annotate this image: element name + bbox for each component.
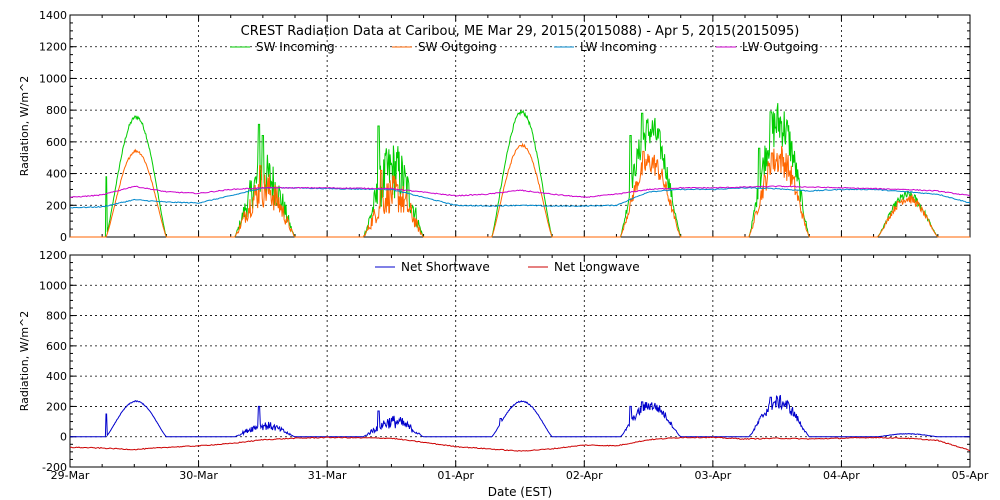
- panel1-ytick-label: 400: [46, 168, 67, 181]
- panel1-ytick-label: 1400: [39, 9, 67, 22]
- chart-title: CREST Radiation Data at Caribou, ME Mar …: [241, 24, 800, 39]
- panel2-ytick-label: 400: [46, 370, 67, 383]
- panel2-ylabel: Radiation, W/m^2: [18, 311, 31, 412]
- legend-label: LW Incoming: [580, 40, 657, 54]
- x-tick-label: 02-Apr: [566, 469, 603, 482]
- x-tick-label: 01-Apr: [437, 469, 474, 482]
- panel1-ylabel: Radiation, W/m^2: [18, 76, 31, 177]
- legend-label: Net Shortwave: [401, 260, 490, 274]
- panel1-frame: [69, 14, 971, 238]
- x-tick-label: 29-Mar: [51, 469, 90, 482]
- legend-label: LW Outgoing: [742, 40, 819, 54]
- panel2-frame: [69, 254, 971, 468]
- x-tick-label: 30-Mar: [179, 469, 218, 482]
- panel1-ytick-label: 600: [46, 136, 67, 149]
- series-lw-outgoing: [70, 185, 971, 199]
- panel1-ytick-label: 1000: [39, 72, 67, 85]
- panel1-ytick-label: 200: [46, 199, 67, 212]
- panel2-ytick-label: 0: [60, 431, 67, 444]
- panel2-ytick-label: 1000: [39, 279, 67, 292]
- panel2-ytick-label: 200: [46, 400, 67, 413]
- panel1-ytick-label: 1200: [39, 41, 67, 54]
- series-sw-incoming: [70, 103, 970, 238]
- panel1-ytick-label: 0: [60, 231, 67, 244]
- panel2-ytick-label: -200: [42, 461, 67, 474]
- x-tick-label: 03-Apr: [694, 469, 731, 482]
- legend-label: Net Longwave: [554, 260, 640, 274]
- series-net-longwave: [69, 436, 971, 452]
- series-sw-outgoing: [70, 142, 970, 238]
- panel1-ytick-label: 800: [46, 104, 67, 117]
- series-lw-incoming: [69, 186, 971, 209]
- x-axis-label: Date (EST): [488, 485, 552, 499]
- series-net-shortwave: [70, 394, 970, 438]
- legend-label: SW Outgoing: [418, 40, 497, 54]
- x-tick-label: 04-Apr: [823, 469, 860, 482]
- legend-label: SW Incoming: [256, 40, 335, 54]
- panel2-ytick-label: 600: [46, 340, 67, 353]
- x-tick-label: 05-Apr: [952, 469, 989, 482]
- x-tick-label: 31-Mar: [308, 469, 347, 482]
- panel2-ytick-label: 800: [46, 310, 67, 323]
- panel2-ytick-label: 1200: [39, 249, 67, 262]
